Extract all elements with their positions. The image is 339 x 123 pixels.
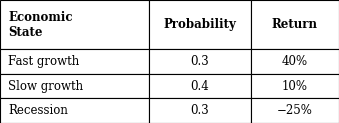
Text: 0.4: 0.4 [191, 80, 210, 93]
Text: Fast growth: Fast growth [8, 55, 80, 68]
Text: 0.3: 0.3 [191, 55, 210, 68]
Bar [251, 74, 339, 98]
Bar [149, 74, 251, 98]
Text: Recession: Recession [8, 104, 68, 117]
Text: 40%: 40% [282, 55, 308, 68]
Bar [149, 49, 251, 74]
Text: Economic
State: Economic State [8, 11, 73, 39]
Text: Slow growth: Slow growth [8, 80, 84, 93]
Bar [149, 98, 251, 123]
Bar [251, 98, 339, 123]
Text: −25%: −25% [277, 104, 313, 117]
Text: Probability: Probability [164, 18, 236, 31]
Text: 0.3: 0.3 [191, 104, 210, 117]
Bar [251, 49, 339, 74]
Text: Return: Return [272, 18, 318, 31]
Bar [0, 0, 149, 49]
Bar [0, 74, 149, 98]
Bar [149, 0, 251, 49]
Bar [0, 49, 149, 74]
Text: 10%: 10% [282, 80, 308, 93]
Bar [251, 0, 339, 49]
Bar [0, 98, 149, 123]
